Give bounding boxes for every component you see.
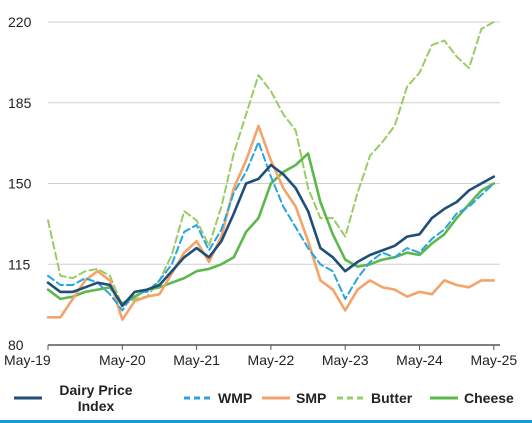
footer-rule — [0, 420, 532, 423]
legend-label-dairy-price-index-line-1: Dairy Price — [59, 382, 132, 398]
legend-label-dairy-price-index-line-2: Index — [78, 398, 115, 414]
series-line-wmp — [47, 141, 495, 312]
x-tick-label-1: May-20 — [99, 352, 146, 368]
x-tick-label-2: May-21 — [173, 352, 220, 368]
legend-label-butter: Butter — [371, 390, 413, 406]
y-tick-label-115: 115 — [8, 256, 31, 272]
series-line-dairy-price-index — [46, 163, 496, 308]
y-tick-label-220: 220 — [8, 14, 32, 30]
gridlines — [48, 21, 500, 346]
x-axis-ticks: May-19 May-20 May-21 May-22 May-23 May-24 May-… — [4, 345, 517, 368]
x-tick-label-4: May-23 — [322, 352, 369, 368]
x-tick-label-6: May-25 — [470, 352, 517, 368]
x-tick-label-3: May-22 — [248, 352, 295, 368]
legend-label-smp: SMP — [296, 390, 326, 406]
x-tick-label-0: May-19 — [4, 352, 51, 368]
series-line-smp — [46, 124, 496, 321]
y-axis-ticks: 80 115 150 185 220 — [8, 14, 32, 353]
y-tick-label-185: 185 — [8, 95, 32, 111]
legend-label-cheese: Cheese — [464, 390, 514, 406]
y-tick-label-80: 80 — [8, 337, 24, 353]
x-tick-label-5: May-24 — [396, 352, 443, 368]
y-tick-label-150: 150 — [8, 176, 32, 192]
legend-label-wmp: WMP — [218, 390, 252, 406]
series-lines — [46, 21, 496, 321]
